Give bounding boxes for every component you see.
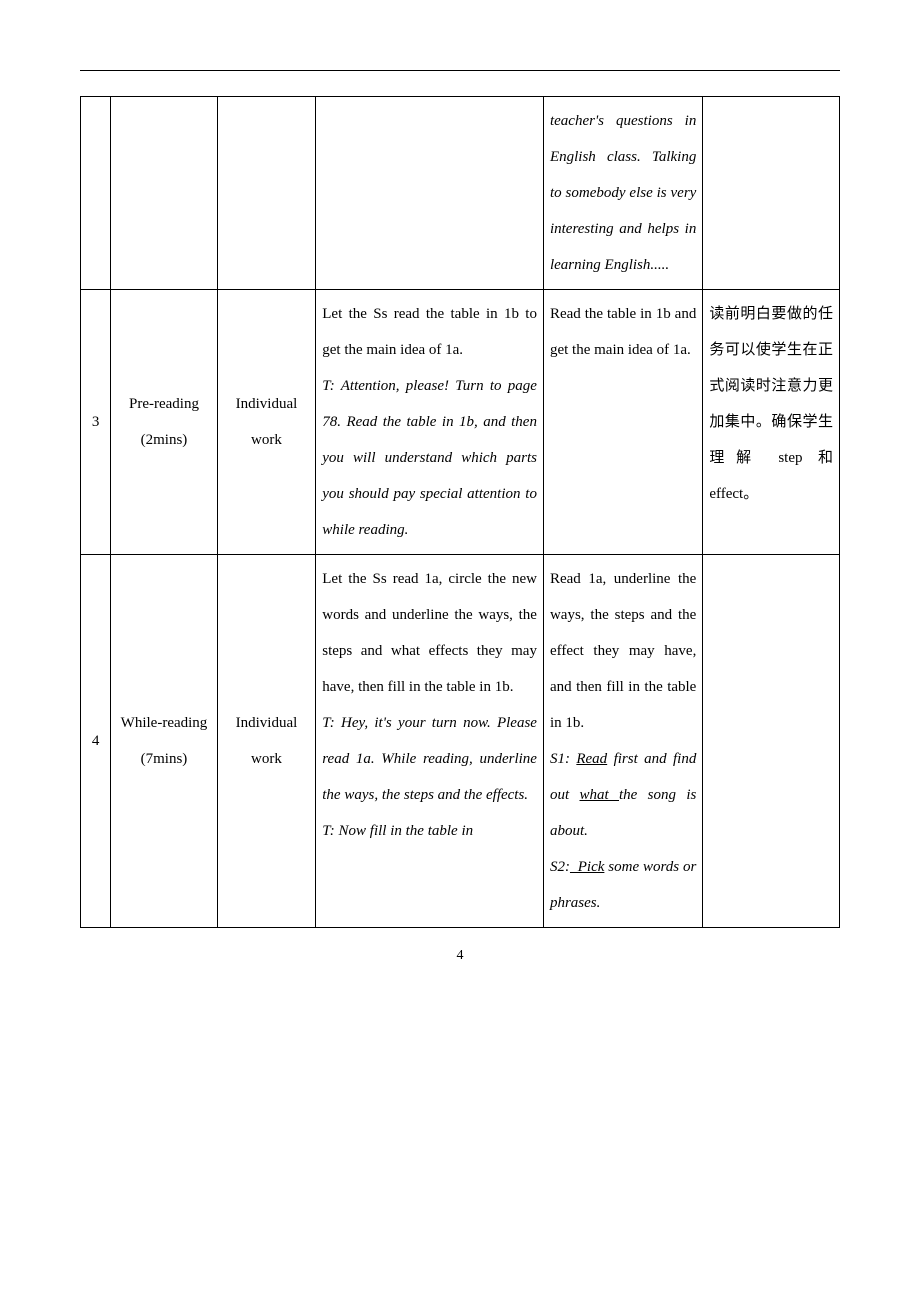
cell-mode: Individual work xyxy=(217,290,316,555)
cell-student: Read the table in 1b and get the main id… xyxy=(543,290,702,555)
cell-stage: While-reading (7mins) xyxy=(111,555,217,928)
document-page: teacher's questions in English class. Ta… xyxy=(0,0,920,1004)
cell-num: 3 xyxy=(81,290,111,555)
cell-stage: Pre-reading (2mins) xyxy=(111,290,217,555)
cell-mode xyxy=(217,97,316,290)
cell-num xyxy=(81,97,111,290)
table-row: 4 While-reading (7mins) Individual work … xyxy=(81,555,840,928)
cell-num: 4 xyxy=(81,555,111,928)
cell-student: Read 1a, underline the ways, the steps a… xyxy=(543,555,702,928)
cell-note: 读前明白要做的任务可以使学生在正式阅读时注意力更加集中。确保学生理解 step … xyxy=(703,290,840,555)
lesson-plan-table: teacher's questions in English class. Ta… xyxy=(80,96,840,928)
cell-teacher: Let the Ss read 1a, circle the new words… xyxy=(316,555,544,928)
header-rule xyxy=(80,70,840,71)
cell-note xyxy=(703,555,840,928)
cell-note xyxy=(703,97,840,290)
cell-student: teacher's questions in English class. Ta… xyxy=(543,97,702,290)
cell-teacher: Let the Ss read the table in 1b to get t… xyxy=(316,290,544,555)
cell-teacher xyxy=(316,97,544,290)
page-number: 4 xyxy=(80,948,840,964)
cell-stage xyxy=(111,97,217,290)
cell-mode: Individual work xyxy=(217,555,316,928)
table-row: 3 Pre-reading (2mins) Individual work Le… xyxy=(81,290,840,555)
table-row: teacher's questions in English class. Ta… xyxy=(81,97,840,290)
